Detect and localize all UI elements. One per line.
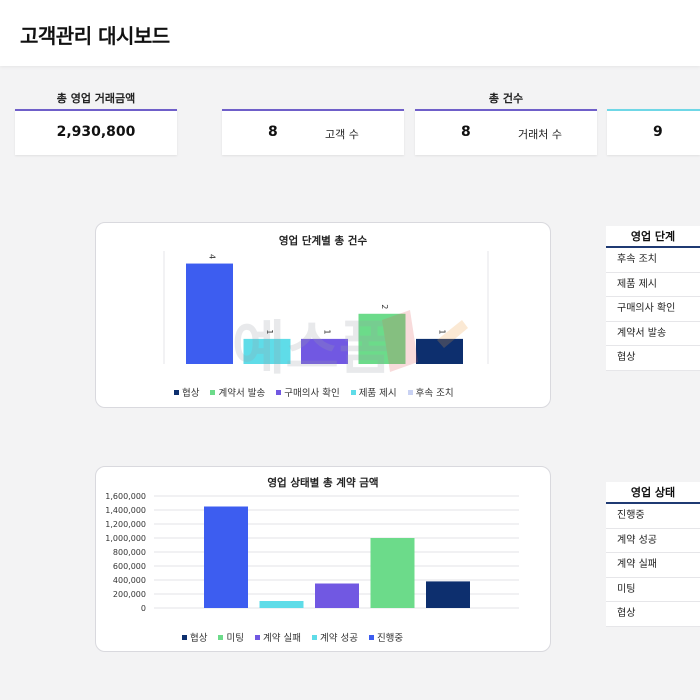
y-tick-label: 0 [141,604,146,613]
legend-label: 계약 성공 [319,633,358,644]
data-label: 1 [265,329,274,334]
data-label: 1 [438,329,447,334]
slicer-sales-stage: 영업 단계 후속 조치 제품 제시 구매의사 확인 계약서 발송 협상 [606,226,700,371]
legend-label: 미팅 [226,633,244,644]
legend-swatch [174,389,179,395]
legend-swatch [218,634,224,640]
slicer-sales-stage-title: 영업 단계 [606,226,700,248]
bar [358,313,406,364]
kpi-card-sales-total: 2,930,800 [15,109,177,155]
slicer-item[interactable]: 계약 실패 [606,553,700,578]
slicer-sales-status-title: 영업 상태 [606,482,700,504]
y-tick-label: 1,400,000 [105,506,146,515]
legend-swatch [276,389,282,395]
y-tick-label: 400,000 [113,576,146,585]
legend-label: 제품 제시 [358,388,397,399]
legend-item: 계약 실패 [254,630,301,644]
legend-label: 협상 [190,633,208,644]
legend-label: 협상 [182,388,200,399]
bar [243,338,291,364]
data-label: 2 [380,304,389,309]
legend-swatch [254,634,260,640]
page-title: 고객관리 대시보드 [20,24,170,48]
kpi-customers-label: 고객 수 [325,128,359,141]
chart-title-stage-count: 영업 단계별 총 건수 [278,235,368,247]
y-tick-label: 1,600,000 [105,492,146,501]
chart-title-status-amount: 영업 상태별 총 계약 금액 [267,477,379,489]
kpi-card-customers: 8 고객 수 [222,109,404,155]
slicer-item[interactable]: 계약 성공 [606,529,700,553]
chart-panel-status-amount: 영업 상태별 총 계약 금액 1,600,000 1,400,000 1,200,0… [95,466,551,652]
legend-item: 구매의사 확인 [276,385,340,399]
legend-swatch [311,634,317,640]
y-tick-label: 200,000 [113,590,146,599]
y-tick-label: 1,000,000 [105,534,146,543]
legend-item: 제품 제시 [350,385,397,399]
legend-swatch [182,634,187,640]
slicer-item[interactable]: 제품 제시 [606,273,700,297]
chart-legend-status-amount: 협상 미팅 계약 실패 계약 성공 진행중 [182,630,414,644]
bar [315,583,359,608]
legend-swatch [350,389,356,395]
legend-label: 진행중 [376,633,404,644]
legend-label: 계약서 발송 [218,388,266,399]
legend-item: 계약서 발송 [210,385,265,399]
bar [426,581,470,608]
data-label: 4 [208,254,217,259]
slicer-item[interactable]: 미팅 [606,578,700,602]
legend-item: 협상 [182,630,207,644]
y-tick-label: 800,000 [113,548,146,557]
kpi-fourth-value: 9 [653,124,663,140]
legend-swatch [210,389,216,395]
slicer-item[interactable]: 구매의사 확인 [606,297,700,322]
kpi-card-fourth: 9 [607,109,700,155]
y-tick-label: 1,200,000 [105,520,146,529]
legend-item: 계약 성공 [311,630,358,644]
bar [204,506,248,608]
bar [259,601,304,608]
bar [370,538,415,608]
kpi-vendors-value: 8 [461,124,471,140]
chart-legend-stage-count: 협상 계약서 발송 구매의사 확인 제품 제시 후속 조치 [174,385,465,399]
kpi-sales-total-label: 총 영업 거래금액 [56,92,136,105]
bar [186,263,233,364]
kpi-vendors-label: 거래처 수 [518,128,562,141]
legend-swatch [407,389,413,395]
data-label: 1 [323,329,332,334]
slicer-item[interactable]: 협상 [606,346,700,371]
legend-label: 후속 조치 [415,388,454,399]
slicer-item[interactable]: 협상 [606,602,700,627]
kpi-customers-value: 8 [268,124,278,140]
bar [416,338,463,364]
legend-swatch [368,634,374,640]
legend-item: 미팅 [218,630,244,644]
bar [301,338,348,364]
kpi-card-vendors: 8 거래처 수 [415,109,597,155]
slicer-item[interactable]: 진행중 [606,504,700,529]
legend-item: 협상 [174,385,199,399]
y-tick-label: 600,000 [113,562,146,571]
slicer-item[interactable]: 후속 조치 [606,248,700,273]
chart-panel-stage-count: 영업 단계별 총 건수 4 1 1 2 1 협상 계약서 발송 구매의사 확인 제품 제시 후속… [95,222,551,408]
legend-item: 후속 조치 [407,385,454,399]
chart-status-amount: 1,600,000 1,400,000 1,200,000 1,000,000 800,… [105,492,519,613]
kpi-count-label: 총 건수 [488,92,524,105]
chart-stage-count: 4 1 1 2 1 [163,251,489,364]
slicer-sales-status: 영업 상태 진행중 계약 성공 계약 실패 미팅 협상 [606,482,700,627]
legend-label: 구매의사 확인 [284,388,340,399]
slicer-item[interactable]: 계약서 발송 [606,322,700,346]
legend-label: 계약 실패 [262,633,301,644]
kpi-sales-total-value: 2,930,800 [56,124,136,140]
legend-item: 진행중 [368,630,404,644]
header: 고객관리 대시보드 [0,0,700,66]
